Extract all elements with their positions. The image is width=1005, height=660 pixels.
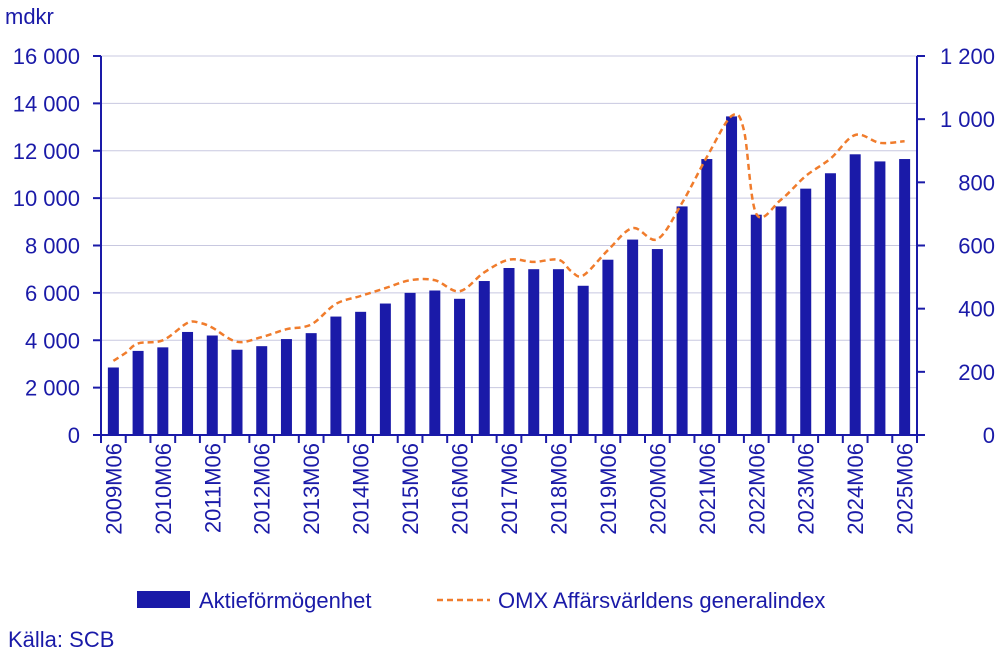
left-tick-label: 6 000 [25, 281, 80, 306]
bar [627, 239, 639, 435]
x-tick-label: 2020M06 [645, 443, 670, 535]
right-axis-tick-labels: 0 200 400 600 800 1 000 1 200 [940, 44, 995, 448]
x-tick-label: 2012M06 [250, 443, 275, 535]
bar [231, 349, 243, 435]
left-tick-label: 14 000 [13, 91, 80, 116]
right-tick-label: 200 [958, 360, 995, 385]
x-tick-label: 2009M06 [101, 443, 126, 535]
bar [899, 159, 911, 435]
bar [478, 281, 490, 435]
bar [676, 206, 688, 435]
x-tick-label: 2019M06 [596, 443, 621, 535]
bar [528, 269, 540, 435]
x-tick-label: 2011M06 [200, 443, 225, 533]
left-tick-label: 2 000 [25, 376, 80, 401]
left-tick-label: 0 [68, 423, 80, 448]
right-tick-label: 600 [958, 234, 995, 259]
x-tick-label: 2021M06 [695, 443, 720, 535]
left-axis-tick-labels: 0 2 000 4 000 6 000 8 000 10 000 12 000 14 000 1… [13, 44, 80, 448]
bar [775, 206, 787, 435]
bar [404, 292, 416, 435]
x-tick-label: 2015M06 [398, 443, 423, 535]
x-tick-label: 2014M06 [349, 443, 374, 535]
legend-swatch-bar [137, 591, 190, 608]
bar [454, 298, 466, 435]
x-tick-label: 2023M06 [794, 443, 819, 535]
x-tick-label: 2018M06 [546, 443, 571, 535]
right-tick-label: 0 [983, 423, 995, 448]
x-tick-label: 2010M06 [151, 443, 176, 535]
axes [93, 55, 925, 443]
bar [132, 350, 144, 435]
bar [651, 249, 663, 435]
x-tick-label: 2022M06 [744, 443, 769, 535]
bar [503, 268, 515, 435]
bar [824, 173, 836, 436]
bar [330, 316, 342, 435]
left-tick-label: 16 000 [13, 44, 80, 69]
bar [305, 333, 317, 435]
omx-line [112, 112, 905, 362]
left-tick-label: 4 000 [25, 328, 80, 353]
bar [701, 159, 713, 435]
bar [577, 285, 589, 435]
right-tick-label: 800 [958, 170, 995, 195]
legend-label-line: OMX Affärsvärldens generalindex [498, 588, 825, 613]
bar [107, 367, 119, 435]
bar-series-aktieformogenhet [107, 116, 911, 436]
x-tick-label: 2017M06 [497, 443, 522, 535]
bar [874, 161, 886, 436]
right-tick-label: 1 200 [940, 44, 995, 69]
bar [800, 188, 812, 435]
legend: Aktieförmögenhet OMX Affärsvärldens gene… [137, 588, 825, 613]
left-tick-label: 12 000 [13, 139, 80, 164]
bar [355, 311, 367, 435]
line-series-omx [112, 112, 905, 362]
bar [206, 335, 218, 435]
left-tick-label: 8 000 [25, 234, 80, 259]
x-axis-tick-labels: 2009M06 2010M06 2011M06 2012M06 2013M06 2014M… [101, 443, 917, 535]
right-tick-label: 1 000 [940, 107, 995, 132]
bar [726, 116, 738, 435]
x-tick-label: 2016M06 [448, 443, 473, 535]
left-tick-label: 10 000 [13, 186, 80, 211]
bar [602, 259, 614, 435]
bar [429, 290, 441, 435]
bar [849, 154, 861, 435]
bar [256, 346, 268, 435]
x-tick-label: 2013M06 [299, 443, 324, 535]
bar [552, 269, 564, 435]
right-tick-label: 400 [958, 297, 995, 322]
bar [280, 339, 292, 435]
x-tick-label: 2024M06 [843, 443, 868, 535]
source-note: Källa: SCB [8, 627, 114, 652]
bar [157, 347, 169, 435]
x-tick-label: 2025M06 [893, 443, 918, 535]
bar [750, 214, 762, 435]
bar [182, 331, 194, 435]
y-axis-unit-label: mdkr [5, 4, 54, 29]
legend-label-bar: Aktieförmögenhet [199, 588, 371, 613]
bar [379, 303, 391, 435]
